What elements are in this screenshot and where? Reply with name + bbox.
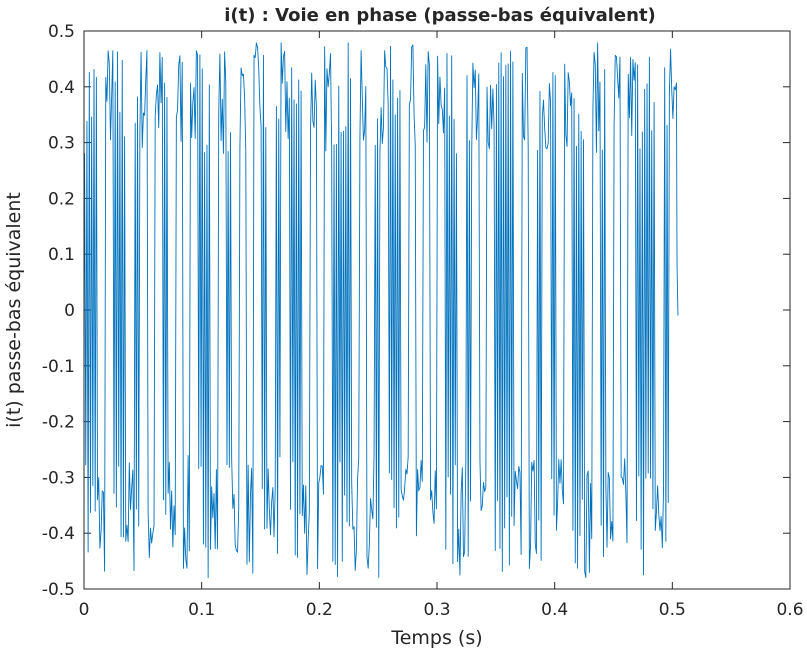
y-tick-label: -0.2 [42, 413, 75, 433]
y-tick-label: -0.1 [42, 357, 75, 377]
x-tick-label: 0.1 [188, 600, 215, 620]
y-axis-ticks: 0.5 0.4 0.3 0.2 0.1 0 -0.1 -0.2 -0.3 -0.4 -0.5 [42, 22, 790, 600]
y-tick-label: -0.4 [42, 524, 75, 544]
x-tick-label: 0.2 [306, 600, 333, 620]
x-axis-ticks: 0 0.1 0.2 0.3 0.4 0.5 0.6 [79, 31, 804, 620]
plot-frame [83, 30, 791, 590]
y-tick-label: 0.1 [48, 245, 75, 265]
signal-series-line [83, 42, 679, 579]
x-tick-label: 0 [79, 600, 90, 620]
x-axis-label: Temps (s) [390, 627, 482, 649]
y-tick-label: -0.3 [42, 468, 75, 488]
x-tick-label: 0.3 [423, 600, 450, 620]
x-tick-label: 0.5 [659, 600, 686, 620]
y-tick-label: 0.4 [48, 78, 75, 98]
y-tick-label: 0.5 [48, 22, 75, 42]
y-tick-label: 0 [64, 301, 75, 321]
x-tick-label: 0.4 [541, 600, 568, 620]
y-tick-label: -0.5 [42, 580, 75, 600]
y-axis-label: i(t) passe-bas équivalent [3, 192, 25, 428]
y-tick-label: 0.2 [48, 189, 75, 209]
y-tick-label: 0.3 [48, 134, 75, 154]
x-tick-label: 0.6 [776, 600, 803, 620]
chart-title: i(t) : Voie en phase (passe-bas équivale… [224, 5, 656, 26]
